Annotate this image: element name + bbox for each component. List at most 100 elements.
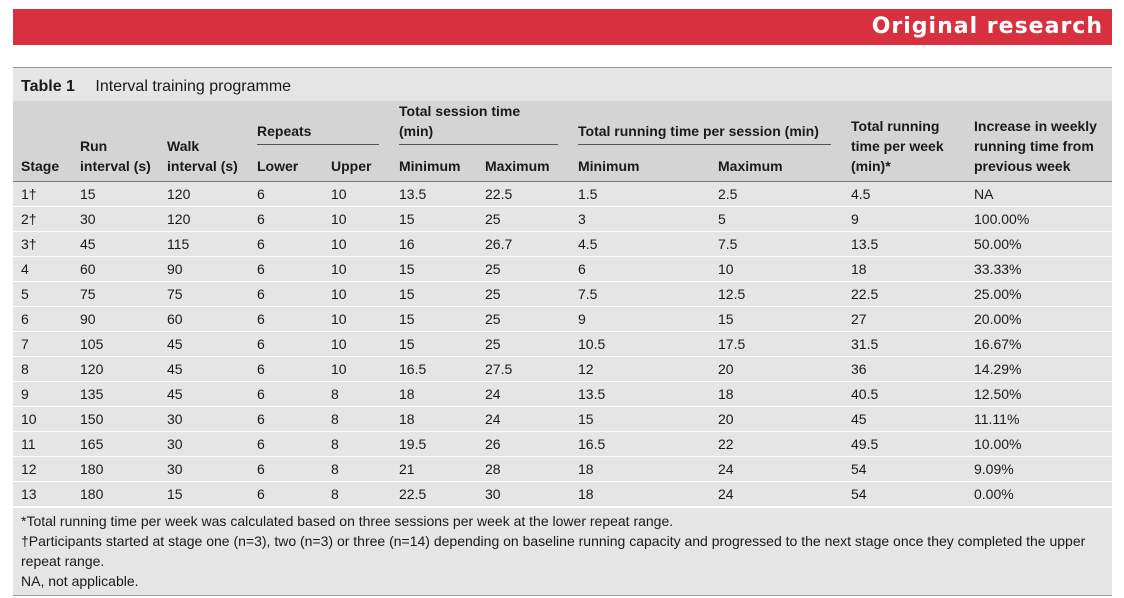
table-cell: 54 xyxy=(843,481,966,507)
footnote: †Participants started at stage one (n=3)… xyxy=(21,533,1086,569)
footnote: *Total running time per week was calcula… xyxy=(21,513,674,529)
table-cell: 18 xyxy=(391,406,477,432)
table-cell: 18 xyxy=(570,456,710,482)
table-cell: 25.00% xyxy=(966,281,1112,307)
table-cell: 10 xyxy=(13,406,72,432)
table-cell: 120 xyxy=(159,206,249,232)
table-cell: 10 xyxy=(710,256,843,282)
table-cell: 27 xyxy=(843,306,966,332)
table-cell: 8 xyxy=(323,456,391,482)
table-cell: 16 xyxy=(391,231,477,257)
table-footnotes: *Total running time per week was calcula… xyxy=(13,507,1112,595)
table-cell: 45 xyxy=(159,356,249,382)
table-cell: 26.7 xyxy=(477,231,570,257)
table-cell: 2.5 xyxy=(710,181,843,207)
table-cell: 135 xyxy=(72,381,159,407)
table-cell: 10 xyxy=(323,181,391,207)
table-cell: 6 xyxy=(249,231,323,257)
table-cell: NA xyxy=(966,181,1112,207)
table-row: 9 135 45 6 8 18 24 13.5 18 40.5 12.50% xyxy=(13,381,1112,407)
journal-banner: Original research xyxy=(13,9,1112,45)
table-cell: 3 xyxy=(570,206,710,232)
table-cell: 54 xyxy=(843,456,966,482)
table-cell: 45 xyxy=(159,331,249,357)
table-cell: 18 xyxy=(710,381,843,407)
table-cell: 4.5 xyxy=(843,181,966,207)
table-cell: 6 xyxy=(249,356,323,382)
table-row: 3† 45 115 6 10 16 26.7 4.5 7.5 13.5 50.00% xyxy=(13,231,1112,257)
table-cell: 11 xyxy=(13,431,72,457)
table-cell: 13.5 xyxy=(843,231,966,257)
table-cell: 10 xyxy=(323,356,391,382)
table-cell: 24 xyxy=(477,406,570,432)
table-cell: 45 xyxy=(159,381,249,407)
table-row: 10 150 30 6 8 18 24 15 20 45 11.11% xyxy=(13,406,1112,432)
table-cell: 120 xyxy=(72,356,159,382)
table-cell: 6 xyxy=(249,406,323,432)
table-cell: 13 xyxy=(13,481,72,507)
table-cell: 100.00% xyxy=(966,206,1112,232)
table-cell: 18 xyxy=(843,256,966,282)
table-cell: 30 xyxy=(72,206,159,232)
table-cell: 90 xyxy=(72,306,159,332)
section-title: Original research xyxy=(871,14,1103,39)
bottom-rule xyxy=(13,595,1112,596)
table-cell: 4 xyxy=(13,256,72,282)
table-cell: 45 xyxy=(843,406,966,432)
table-cell: 24 xyxy=(710,456,843,482)
table-cell: 25 xyxy=(477,281,570,307)
table-cell: 60 xyxy=(159,306,249,332)
table-cell: 1.5 xyxy=(570,181,710,207)
table-cell: 18 xyxy=(570,481,710,507)
header-walk-interval: Walk interval (s) xyxy=(159,101,249,182)
table-cell: 15 xyxy=(391,331,477,357)
table-cell: 6 xyxy=(570,256,710,282)
interval-table: Stage Run interval (s) Walk interval (s)… xyxy=(13,101,1112,507)
header-stage: Stage xyxy=(13,101,72,182)
table-cell: 22.5 xyxy=(391,481,477,507)
table-cell: 90 xyxy=(159,256,249,282)
table-cell: 6 xyxy=(249,381,323,407)
table-cell: 7.5 xyxy=(570,281,710,307)
table-cell: 30 xyxy=(159,406,249,432)
table-cell: 15 xyxy=(72,181,159,207)
table-cell: 12 xyxy=(570,356,710,382)
header-session-time: Total session time (min) xyxy=(391,101,570,148)
table-row: 8 120 45 6 10 16.5 27.5 12 20 36 14.29% xyxy=(13,356,1112,382)
table-cell: 1† xyxy=(13,181,72,207)
table-cell: 15 xyxy=(570,406,710,432)
table-cell: 45 xyxy=(72,231,159,257)
table-cell: 6 xyxy=(249,281,323,307)
table-cell: 4.5 xyxy=(570,231,710,257)
table-cell: 9 xyxy=(570,306,710,332)
table-cell: 17.5 xyxy=(710,331,843,357)
table-cell: 16.5 xyxy=(391,356,477,382)
table-cell: 10 xyxy=(323,256,391,282)
table-cell: 2† xyxy=(13,206,72,232)
table-cell: 15 xyxy=(391,281,477,307)
table-row: 6 90 60 6 10 15 25 9 15 27 20.00% xyxy=(13,306,1112,332)
table-cell: 6 xyxy=(249,306,323,332)
table-row: 7 105 45 6 10 15 25 10.5 17.5 31.5 16.67% xyxy=(13,331,1112,357)
table-cell: 24 xyxy=(477,381,570,407)
table-cell: 8 xyxy=(323,381,391,407)
header-weekly-increase: Increase in weekly running time from pre… xyxy=(966,101,1112,182)
table-cell: 8 xyxy=(13,356,72,382)
table-cell: 6 xyxy=(249,206,323,232)
table-cell: 5 xyxy=(13,281,72,307)
table-cell: 75 xyxy=(72,281,159,307)
table-cell: 22 xyxy=(710,431,843,457)
table-cell: 10 xyxy=(323,331,391,357)
header-repeats: Repeats xyxy=(249,101,391,148)
table-cell: 16.5 xyxy=(570,431,710,457)
table-row: 13 180 15 6 8 22.5 30 18 24 54 0.00% xyxy=(13,481,1112,507)
table-cell: 19.5 xyxy=(391,431,477,457)
table-cell: 28 xyxy=(477,456,570,482)
table-cell: 26 xyxy=(477,431,570,457)
table-cell: 40.5 xyxy=(843,381,966,407)
table-cell: 10 xyxy=(323,206,391,232)
table-cell: 25 xyxy=(477,331,570,357)
table-row: 4 60 90 6 10 15 25 6 10 18 33.33% xyxy=(13,256,1112,282)
table-cell: 50.00% xyxy=(966,231,1112,257)
table-cell: 6 xyxy=(249,431,323,457)
